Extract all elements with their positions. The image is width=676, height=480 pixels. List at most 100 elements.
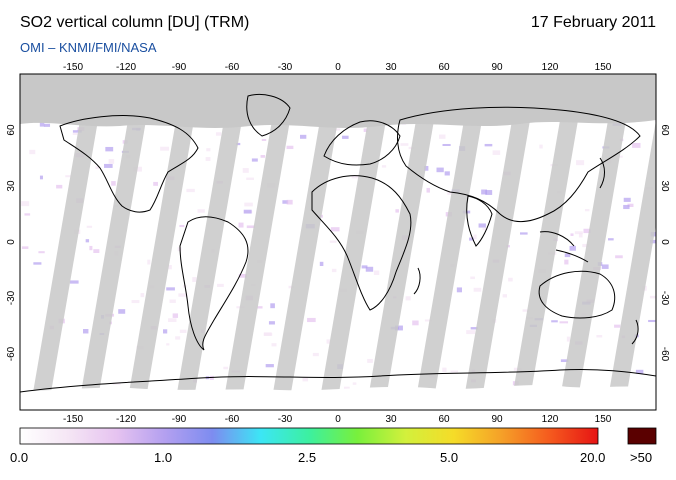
speckle-37 <box>268 321 275 325</box>
speckle-204 <box>104 163 113 168</box>
speckle-69 <box>217 283 224 287</box>
speckle-106 <box>260 155 266 158</box>
orbit-gap-stripes <box>30 74 656 410</box>
lon-tick-top-10: 150 <box>595 62 612 73</box>
orbit-gap-stripe-2 <box>126 74 202 410</box>
lon-tick-top-6: 30 <box>385 62 397 73</box>
speckle-167 <box>423 165 429 171</box>
lon-tick-bottom-3: -60 <box>225 414 240 425</box>
speckle-170 <box>444 171 450 176</box>
lon-tick-bottom-6: 30 <box>385 414 397 425</box>
speckle-211 <box>424 319 433 322</box>
speckle-125 <box>192 277 197 282</box>
speckle-180 <box>596 335 603 338</box>
colorbar-label-3: 5.0 <box>440 450 459 465</box>
speckle-104 <box>551 320 558 323</box>
speckle-35 <box>601 264 609 269</box>
speckle-7 <box>167 264 172 270</box>
lon-tick-bottom-5: 0 <box>335 414 341 425</box>
speckle-62 <box>363 128 368 132</box>
lon-tick-top-9: 120 <box>542 62 559 73</box>
colorbar-label-1: 1.0 <box>154 450 173 465</box>
speckle-224 <box>405 296 411 301</box>
speckle-190 <box>614 324 621 328</box>
speckle-134 <box>205 157 211 161</box>
antarctica-outline <box>20 368 656 393</box>
speckle-195 <box>352 382 357 385</box>
speckle-61 <box>243 209 252 214</box>
lon-tick-bottom-10: 150 <box>595 414 612 425</box>
speckle-244 <box>186 188 195 193</box>
colorbar-overflow-swatch <box>627 427 657 445</box>
speckle-120 <box>319 261 324 267</box>
speckle-214 <box>412 320 419 326</box>
speckle-68 <box>559 321 569 324</box>
speckle-115 <box>478 223 486 228</box>
speckle-168 <box>65 175 72 178</box>
speckle-60 <box>584 209 590 212</box>
lon-tick-bottom-2: -90 <box>172 414 187 425</box>
orbit-gap-stripe-1 <box>78 74 154 410</box>
speckle-240 <box>566 336 570 342</box>
speckle-3 <box>169 299 176 303</box>
speckle-238 <box>257 306 263 309</box>
lat-tick-right-4: -60 <box>659 347 670 362</box>
speckle-256 <box>238 222 244 228</box>
speckle-82 <box>38 251 45 254</box>
colorbar-label-0: 0.0 <box>10 450 29 465</box>
speckle-181 <box>400 143 409 146</box>
speckle-138 <box>83 329 89 334</box>
speckle-232 <box>39 175 43 180</box>
speckle-29 <box>426 187 430 193</box>
speckle-178 <box>361 265 368 269</box>
speckle-226 <box>381 165 387 168</box>
speckle-131 <box>485 190 493 195</box>
lon-tick-top-0: -150 <box>63 62 83 73</box>
speckle-228 <box>648 319 656 323</box>
orbit-gap-stripe-3 <box>174 74 250 410</box>
lon-tick-top-5: 0 <box>335 62 341 73</box>
speckle-135 <box>470 327 478 330</box>
speckle-128 <box>286 145 294 150</box>
speckle-230 <box>442 143 451 146</box>
lon-tick-top-1: -120 <box>116 62 136 73</box>
lat-tick-right-0: 60 <box>659 124 670 136</box>
speckle-189 <box>263 333 273 336</box>
speckle-186 <box>111 181 116 186</box>
speckle-54 <box>522 309 530 312</box>
speckle-5 <box>302 377 309 382</box>
speckle-1 <box>342 135 349 139</box>
speckle-45 <box>179 224 185 228</box>
orbit-gap-stripe-9 <box>462 74 538 410</box>
speckle-236 <box>473 234 477 240</box>
speckle-126 <box>246 225 256 229</box>
speckle-237 <box>456 287 462 293</box>
lon-tick-bottom-4: -30 <box>278 414 293 425</box>
lon-ticks-top: -150 -120 -90 -60 -30 0 30 60 90 120 150 <box>63 62 612 73</box>
speckle-53 <box>244 202 253 207</box>
speckle-184 <box>632 142 641 148</box>
speckle-149 <box>481 189 488 195</box>
speckle-199 <box>178 293 188 297</box>
speckle-234 <box>469 237 474 241</box>
speckle-65 <box>329 240 337 243</box>
speckle-200 <box>623 204 630 210</box>
new-zealand-outline <box>631 319 639 345</box>
speckle-28 <box>307 317 316 323</box>
map-date: 17 February 2011 <box>530 14 656 31</box>
colorbar-label-2: 2.5 <box>298 450 317 465</box>
speckle-59 <box>608 238 614 241</box>
australia-outline <box>538 270 616 319</box>
speckle-217 <box>539 144 543 149</box>
orbit-gap-stripe-11 <box>558 74 634 410</box>
speckle-153 <box>242 168 249 173</box>
speckle-159 <box>578 232 583 238</box>
speckle-119 <box>105 146 114 152</box>
speckle-220 <box>223 366 229 370</box>
speckle-227 <box>133 166 142 172</box>
europe-outline <box>323 120 401 166</box>
lon-tick-bottom-0: -150 <box>63 414 83 425</box>
speckle-90 <box>172 313 179 318</box>
madagascar-outline <box>413 267 421 295</box>
speckle-22 <box>166 343 170 346</box>
